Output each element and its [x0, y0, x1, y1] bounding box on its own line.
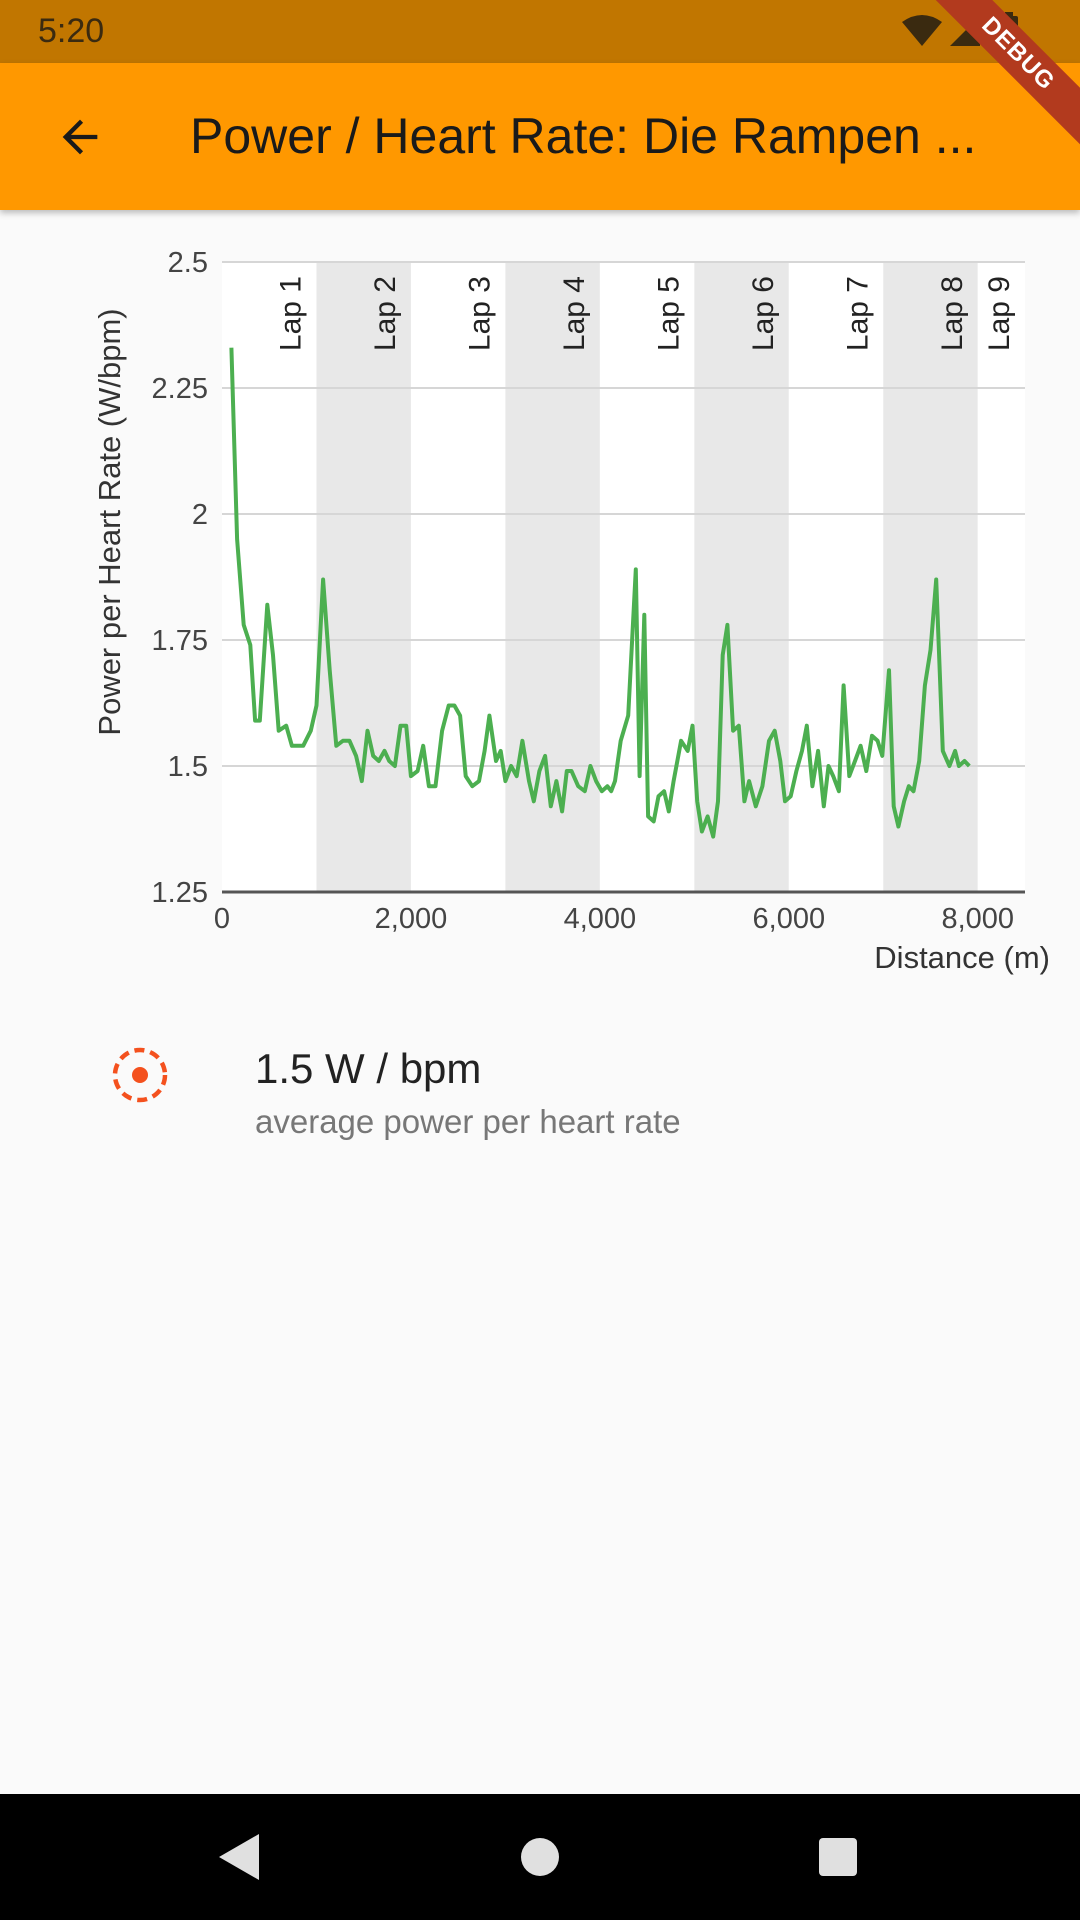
- x-axis-title: Distance (m): [874, 940, 1050, 975]
- home-circle-icon[interactable]: [507, 1824, 573, 1890]
- chart-svg: Lap 1 Lap 2 Lap 3 Lap 4 Lap 5 Lap 6 Lap 7 Lap 8…: [92, 247, 1050, 975]
- stat-value: 1.5 W / bpm: [255, 1045, 482, 1092]
- recents-square-icon[interactable]: [805, 1824, 871, 1890]
- lap-label: Lap 5: [652, 276, 685, 351]
- status-time: 5:20: [38, 12, 105, 50]
- stat-label: average power per heart rate: [255, 1103, 681, 1140]
- lap-band-7: [788, 262, 884, 892]
- lap-label: Lap 2: [369, 276, 402, 351]
- arrow-back-icon: [62, 119, 98, 155]
- status-bar: 5:20: [0, 0, 1080, 63]
- average-stat-item: 1.5 W / bpm average power per heart rate: [0, 1025, 1080, 1165]
- x-tick-label: 2,000: [375, 903, 448, 935]
- y-tick-label: 1.25: [152, 877, 208, 909]
- lap-label: Lap 1: [274, 276, 307, 351]
- x-tick-label: 6,000: [753, 903, 826, 935]
- lap-label: Lap 4: [558, 276, 591, 351]
- y-tick-label: 2.25: [152, 373, 208, 405]
- back-triangle-icon[interactable]: [205, 1824, 271, 1890]
- battery-cap: [1005, 12, 1013, 17]
- y-tick-label: 2: [192, 499, 208, 531]
- y-axis-title: Power per Heart Rate (W/bpm): [92, 308, 127, 735]
- back-button[interactable]: [34, 91, 126, 183]
- lap-band-8: [883, 262, 978, 892]
- lap-label: Lap 7: [841, 276, 874, 351]
- page-title: Power / Heart Rate: Die Rampen ...: [190, 108, 977, 164]
- lap-label: Lap 8: [936, 276, 969, 351]
- wifi-icon: [902, 15, 942, 46]
- y-tick-label: 2.5: [168, 247, 208, 279]
- lap-label: Lap 9: [983, 276, 1016, 351]
- x-tick-label: 8,000: [941, 903, 1014, 935]
- system-nav-bar: [0, 1794, 1080, 1920]
- target-icon: [112, 1047, 168, 1103]
- lap-label: Lap 6: [747, 276, 780, 351]
- series-line-1: [229, 347, 971, 839]
- lap-band-9: [977, 262, 1025, 892]
- lap-label: Lap 3: [463, 276, 496, 351]
- lap-band-2: [316, 262, 411, 892]
- x-tick-label: 4,000: [564, 903, 637, 935]
- app-bar: Power / Heart Rate: Die Rampen ...: [0, 63, 1080, 210]
- lap-band-3: [410, 262, 506, 892]
- lap-band-6: [694, 262, 789, 892]
- lap-band-1: [222, 262, 317, 892]
- y-tick-label: 1.5: [168, 751, 208, 783]
- y-tick-label: 1.75: [152, 625, 208, 657]
- power-heart-rate-chart: Lap 1 Lap 2 Lap 3 Lap 4 Lap 5 Lap 6 Lap 7 Lap 8…: [0, 210, 1080, 1000]
- x-tick-label: 0: [214, 903, 230, 935]
